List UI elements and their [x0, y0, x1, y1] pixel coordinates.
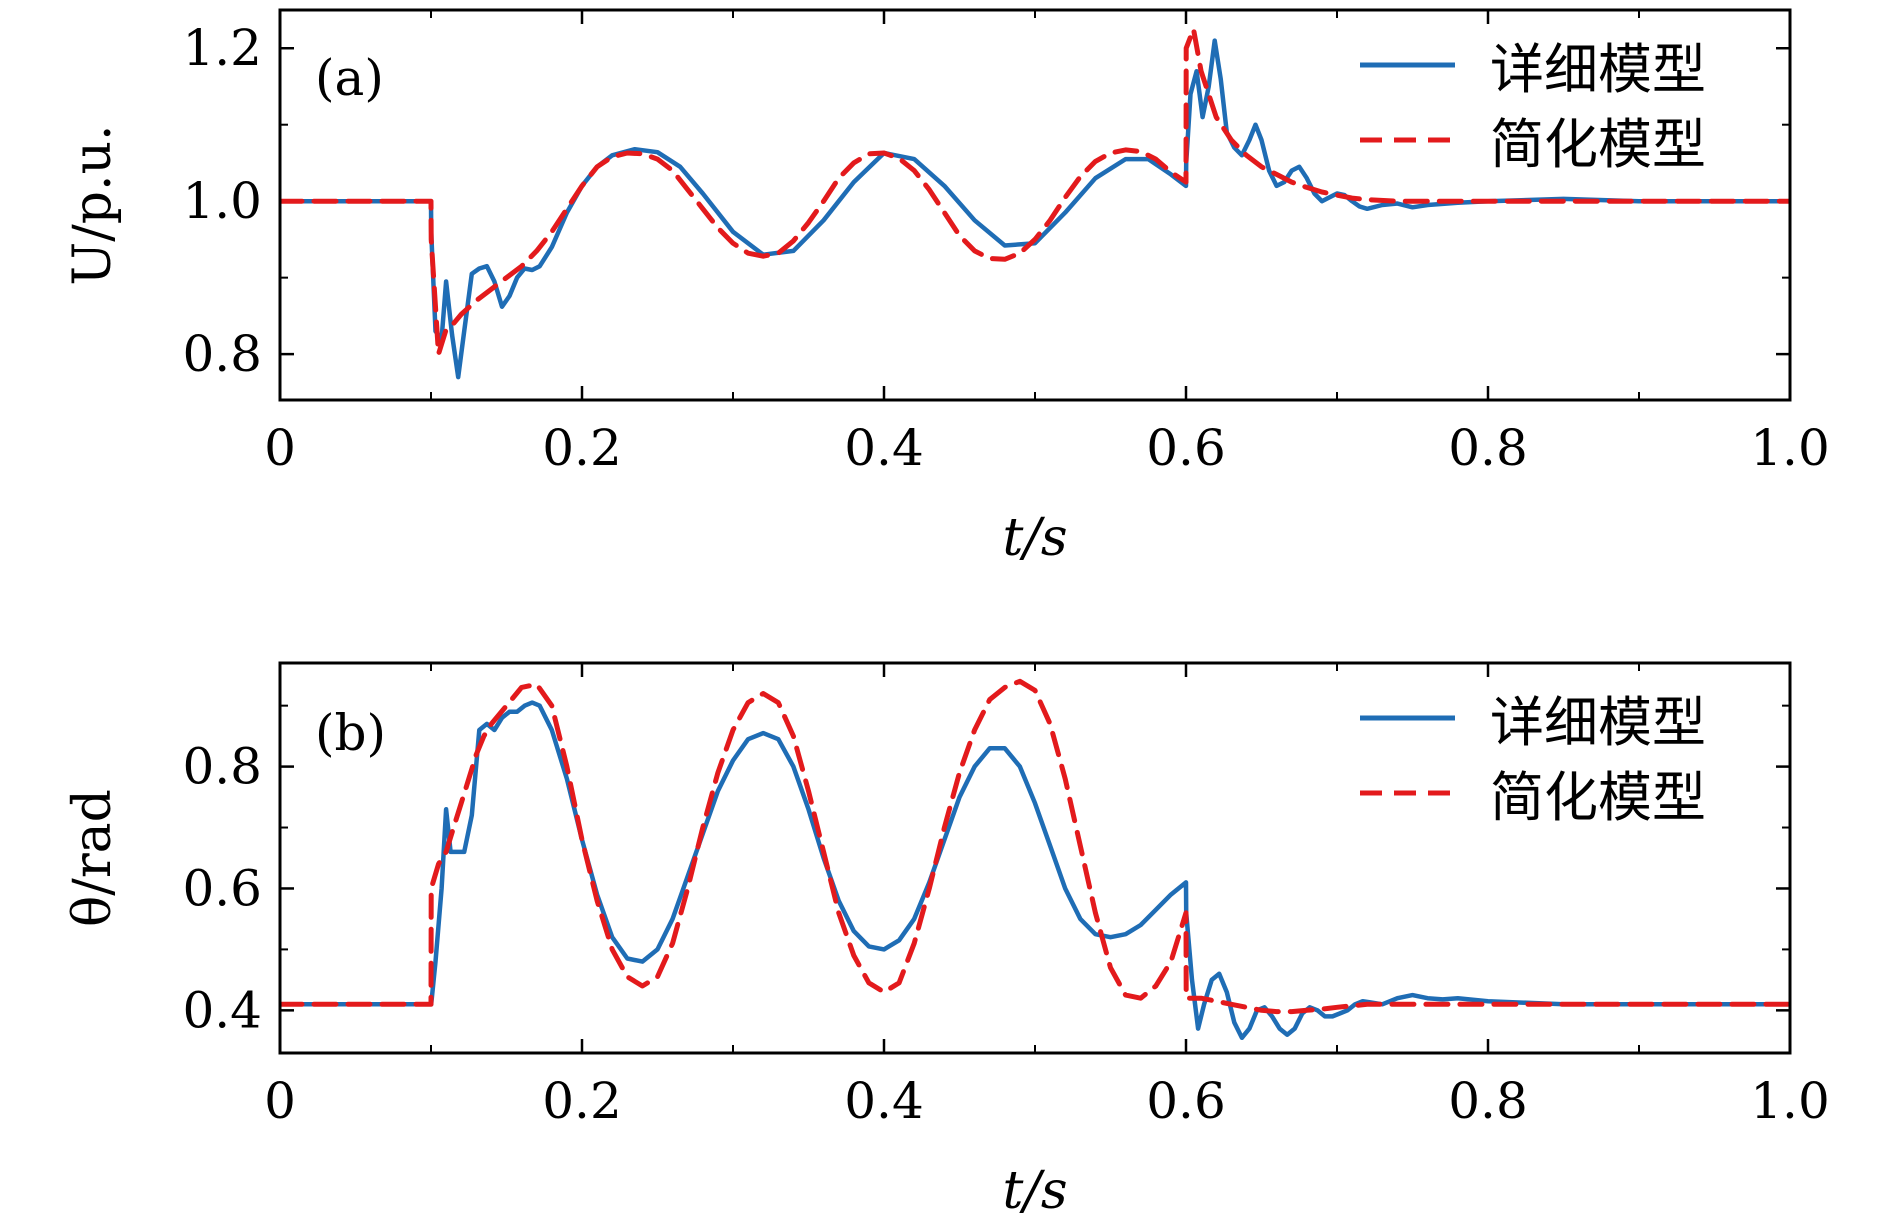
panel-b-ytick-label: 0.6 [182, 859, 262, 917]
panel-b-ytick-label: 0.4 [182, 981, 262, 1039]
panel-b-legend-label-detailed: 详细模型 [1490, 691, 1706, 754]
panel-b-xtick-label: 0.2 [542, 1072, 622, 1130]
panel-a-frame [278, 8, 1792, 402]
panel-b-xtick-label: 0.8 [1448, 1072, 1528, 1130]
panel-a-series-simplified-line [280, 26, 1790, 357]
panel-b-ylabel: θ/rad [63, 789, 123, 927]
panel-a-xtick-label: 0 [264, 419, 296, 477]
panel-a-legend-label-simplified: 简化模型 [1490, 113, 1706, 176]
panel-b: 0 0.2 0.4 0.6 0.8 1.00.40.60.8 (b) t/s θ/rad … [63, 661, 1830, 1221]
panel-a-ylabel: U/p.u. [63, 124, 123, 285]
panel-a-xtick-label: 1.0 [1750, 419, 1830, 477]
panel-b-xlabel: t/s [1002, 1161, 1067, 1221]
panel-a-label: (a) [315, 49, 384, 107]
panel-b-series-simplified-line [280, 678, 1790, 1015]
panel-a-xlabel: t/s [1002, 508, 1067, 568]
panel-b-legend: 详细模型 简化模型 [1360, 691, 1706, 829]
panel-a-ytick-label: 0.8 [182, 325, 262, 383]
panel-b-plot-area: 0 0.2 0.4 0.6 0.8 1.0 0.4 0.6 0.8 [182, 663, 1830, 1130]
panel-a-plot-area: 0 0.2 0.4 0.6 0.8 1.0 0.8 1.0 1.2 [182, 10, 1830, 477]
panel-b-ytick-label: 0.8 [182, 738, 262, 796]
panel-a-ytick-label: 1.0 [182, 172, 262, 230]
panel-b-legend-label-simplified: 简化模型 [1490, 766, 1706, 829]
panel-b-series-detailed-line [280, 700, 1790, 1041]
panel-b-frame [278, 661, 1792, 1055]
panel-b-label: (b) [315, 704, 386, 762]
panel-a-xtick-label: 0.6 [1146, 419, 1226, 477]
panel-a-legend-label-detailed: 详细模型 [1490, 38, 1706, 101]
panel-b-xtick-label: 0.4 [844, 1072, 924, 1130]
panel-b-xtick-label: 0 [264, 1072, 296, 1130]
panel-a: 0 0.2 0.4 0.6 0.8 1.0 0.8 1.0 1.2 (a) t/s U/p.u.… [63, 8, 1830, 568]
panel-a-ytick-label: 1.2 [182, 19, 262, 77]
panel-b-xtick-label: 1.0 [1750, 1072, 1830, 1130]
panel-a-xtick-label: 0.4 [844, 419, 924, 477]
panel-b-xtick-label: 0.6 [1146, 1072, 1226, 1130]
panel-a-xtick-label: 0.8 [1448, 419, 1528, 477]
panel-a-xtick-label: 0.2 [542, 419, 622, 477]
panel-a-legend: 详细模型 简化模型 [1360, 38, 1706, 176]
